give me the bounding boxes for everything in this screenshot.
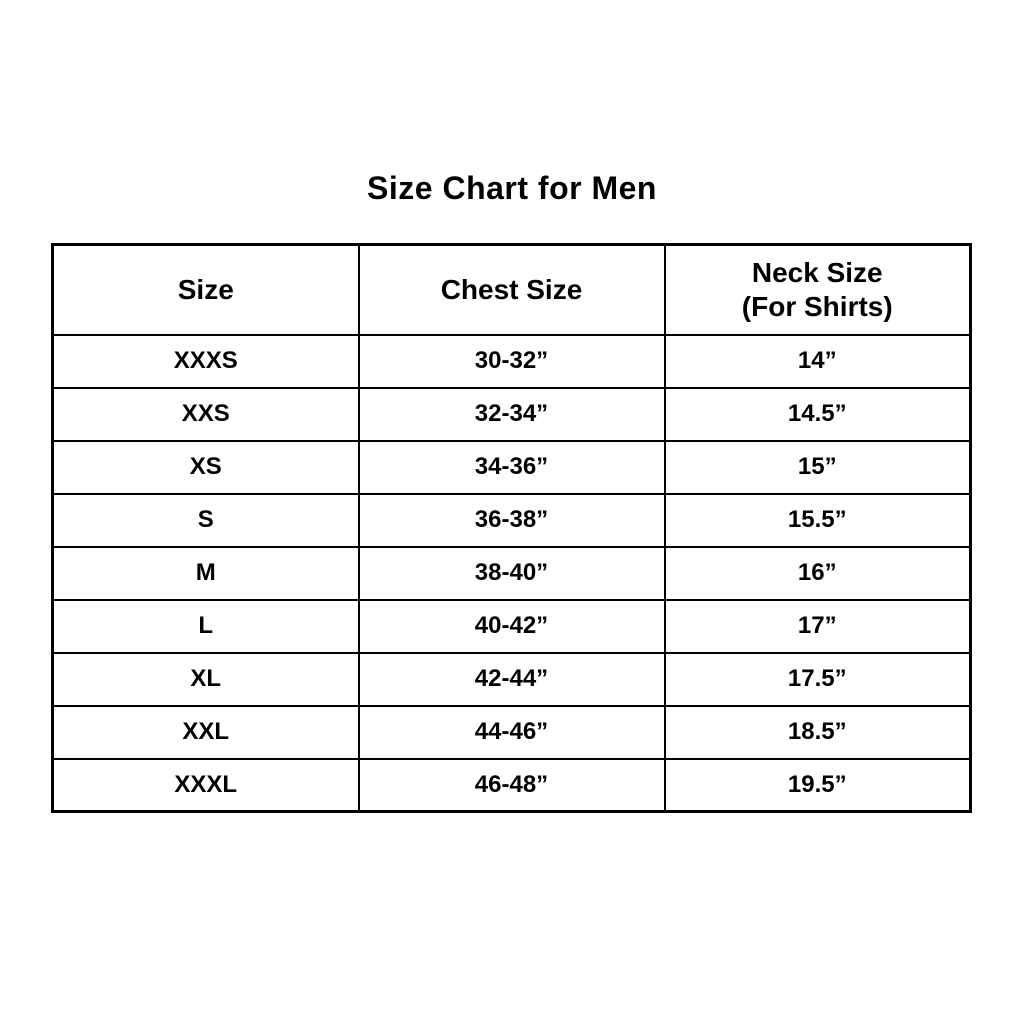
cell-chest-size: 46-48” (357, 757, 666, 813)
page-title: Size Chart for Men (367, 170, 657, 206)
header-neck-size: Neck Size (For Shirts) (663, 243, 972, 336)
cell-neck-size: 14” (663, 333, 972, 389)
table-row: XXL 44-46” 18.5” (51, 704, 972, 760)
table-row: L 40-42” 17” (51, 598, 972, 654)
cell-size: XXXS (51, 333, 360, 389)
cell-neck-size: 17.5” (663, 651, 972, 707)
cell-neck-size: 16” (663, 545, 972, 601)
cell-neck-size: 19.5” (663, 757, 972, 813)
table-row: XXS 32-34” 14.5” (51, 386, 972, 442)
table-head: Size Chest Size Neck Size (For Shirts) (51, 243, 972, 336)
cell-neck-size: 15” (663, 439, 972, 495)
cell-chest-size: 30-32” (357, 333, 666, 389)
cell-size: XXXL (51, 757, 360, 813)
table-row: M 38-40” 16” (51, 545, 972, 601)
cell-size: XL (51, 651, 360, 707)
cell-size: M (51, 545, 360, 601)
cell-chest-size: 42-44” (357, 651, 666, 707)
cell-chest-size: 36-38” (357, 492, 666, 548)
cell-size: XXL (51, 704, 360, 760)
table-row: XXXS 30-32” 14” (51, 333, 972, 389)
table-body: XXXS 30-32” 14” XXS 32-34” 14.5” XS 34-3… (51, 333, 972, 813)
header-neck-size-line2: (For Shirts) (741, 290, 893, 322)
header-chest-size: Chest Size (357, 243, 666, 336)
table-header-row: Size Chest Size Neck Size (For Shirts) (51, 243, 972, 336)
size-chart-table: Size Chest Size Neck Size (For Shirts) X… (51, 243, 972, 813)
cell-chest-size: 34-36” (357, 439, 666, 495)
cell-size: XXS (51, 386, 360, 442)
cell-chest-size: 44-46” (357, 704, 666, 760)
cell-neck-size: 17” (663, 598, 972, 654)
cell-size: L (51, 598, 360, 654)
cell-chest-size: 38-40” (357, 545, 666, 601)
cell-chest-size: 40-42” (357, 598, 666, 654)
cell-neck-size: 15.5” (663, 492, 972, 548)
header-size: Size (51, 243, 360, 336)
table-row: XXXL 46-48” 19.5” (51, 757, 972, 813)
table-row: XS 34-36” 15” (51, 439, 972, 495)
header-neck-size-line1: Neck Size (751, 257, 883, 289)
cell-size: XS (51, 439, 360, 495)
cell-chest-size: 32-34” (357, 386, 666, 442)
cell-neck-size: 14.5” (663, 386, 972, 442)
cell-size: S (51, 492, 360, 548)
cell-neck-size: 18.5” (663, 704, 972, 760)
table-row: S 36-38” 15.5” (51, 492, 972, 548)
table-row: XL 42-44” 17.5” (51, 651, 972, 707)
